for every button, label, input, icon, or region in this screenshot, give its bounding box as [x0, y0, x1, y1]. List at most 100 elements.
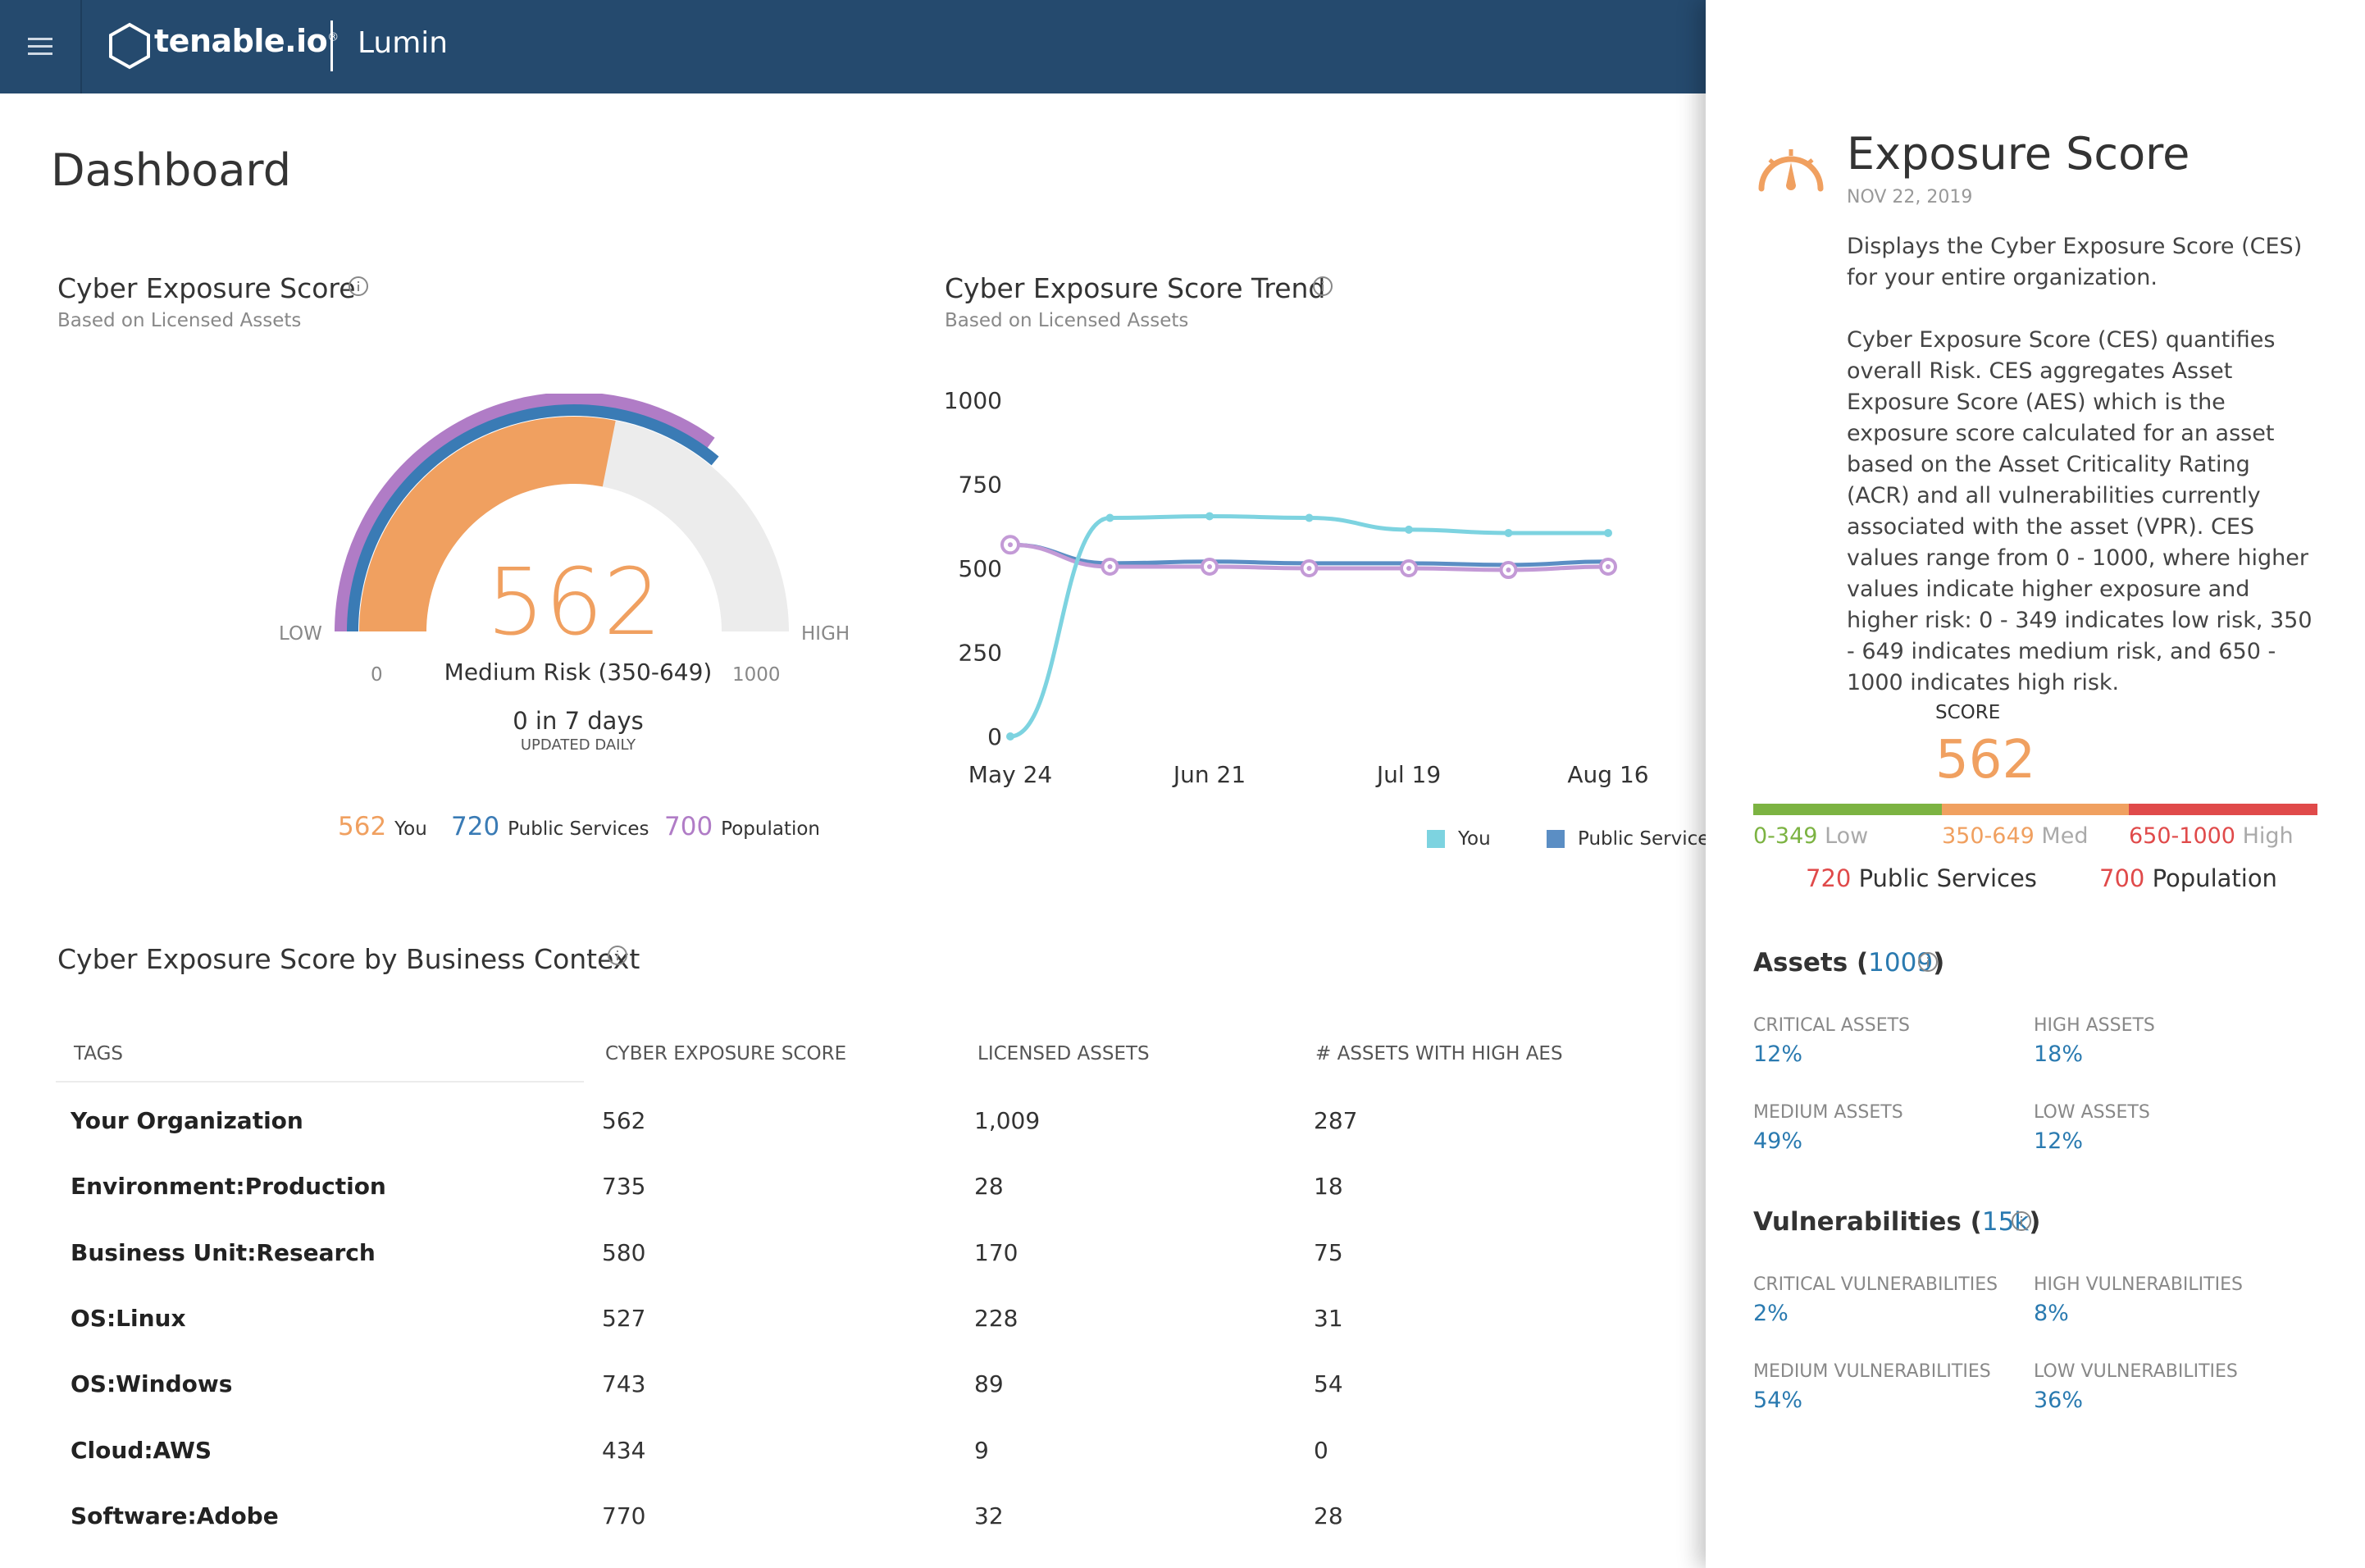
high-vulns-label: HIGH VULNERABILITIES	[2034, 1274, 2243, 1295]
table-cell-high-aes: 28	[1314, 1502, 1343, 1529]
table-cell-high-aes: 31	[1314, 1304, 1343, 1332]
tenable-logo-icon	[109, 22, 150, 70]
product-name[interactable]: Lumin	[358, 26, 449, 60]
trend-legend-you-label: You	[1458, 828, 1491, 850]
point-center	[1008, 542, 1013, 548]
table-cell-assets: 228	[974, 1304, 1018, 1332]
table-cell-tag[interactable]: Business Unit:Research	[71, 1238, 376, 1266]
panel-description-summary: Displays the Cyber Exposure Score (CES) …	[1847, 234, 2303, 290]
trend-card-title: Cyber Exposure Score Trend	[945, 272, 1326, 304]
x-tick-label: Jun 21	[1172, 761, 1246, 788]
panel-population-label: Population	[2152, 864, 2277, 892]
table-cell-assets: 89	[974, 1370, 1004, 1398]
ces-legend-public: 720 Public Services	[451, 812, 649, 841]
table-cell-tag[interactable]: Cloud:AWS	[71, 1436, 212, 1464]
table-cell-high-aes: 0	[1314, 1436, 1328, 1464]
panel-public-value: 720	[1806, 864, 1852, 892]
vulns-title-text: Vulnerabilities (	[1753, 1207, 1982, 1237]
gauge-low-label: LOW	[279, 623, 322, 645]
legend-you-value: 562	[338, 812, 387, 841]
high-assets-value[interactable]: 18%	[2034, 1042, 2084, 1067]
data-point-you	[1205, 512, 1214, 521]
data-point-you	[1305, 513, 1314, 522]
table-cell-tag[interactable]: OS:Linux	[71, 1304, 186, 1332]
medium-vulns-value[interactable]: 54%	[1753, 1388, 1803, 1413]
legend-population-label: Population	[721, 818, 821, 840]
low-assets-value[interactable]: 12%	[2034, 1128, 2084, 1154]
x-tick-label: Jul 19	[1375, 761, 1441, 788]
point-center	[1506, 567, 1511, 573]
table-cell-high-aes: 75	[1314, 1238, 1343, 1266]
table-cell-tag[interactable]: Your Organization	[71, 1107, 303, 1134]
range-med: 350-649 Med	[1942, 823, 2088, 849]
point-center	[1107, 563, 1113, 569]
assets-count[interactable]: 1009	[1868, 948, 1934, 978]
column-header-score[interactable]: CYBER EXPOSURE SCORE	[605, 1043, 847, 1064]
data-point-you	[1604, 528, 1612, 537]
table-cell-tag[interactable]: Environment:Production	[71, 1173, 386, 1201]
panel-score-value: 562	[1935, 730, 2036, 791]
trend-legend-public[interactable]: Public Service	[1547, 828, 1709, 850]
table-cell-score: 735	[602, 1173, 646, 1201]
ces-legend-you: 562 You	[338, 812, 427, 841]
trend-card-subtitle: Based on Licensed Assets	[945, 310, 1189, 331]
panel-score-label: SCORE	[1935, 702, 2001, 723]
ces-card-subtitle: Based on Licensed Assets	[57, 310, 302, 331]
low-vulns-value[interactable]: 36%	[2034, 1388, 2084, 1413]
critical-vulns-value[interactable]: 2%	[1753, 1301, 1789, 1326]
page-title: Dashboard	[51, 144, 291, 196]
table-cell-assets: 1,009	[974, 1107, 1041, 1134]
data-point-you	[1504, 528, 1513, 537]
panel-population: 700 Population	[2099, 864, 2277, 892]
panel-title: Exposure Score	[1847, 128, 2190, 180]
medium-vulns-label: MEDIUM VULNERABILITIES	[1753, 1361, 1991, 1382]
table-cell-score: 434	[602, 1436, 646, 1464]
range-bar-low	[1753, 804, 1942, 815]
high-vulns-value[interactable]: 8%	[2034, 1301, 2069, 1326]
ces-info-icon[interactable]	[348, 276, 369, 297]
table-cell-high-aes: 287	[1314, 1107, 1358, 1134]
table-cell-score: 562	[602, 1107, 646, 1134]
ces-updated-text: UPDATED DAILY	[520, 736, 636, 754]
point-center	[1306, 566, 1312, 571]
low-assets-label: LOW ASSETS	[2034, 1102, 2150, 1123]
vulnerabilities-info-icon[interactable]	[2011, 1210, 2032, 1232]
table-cell-score: 743	[602, 1370, 646, 1398]
table-header-divider	[56, 1081, 584, 1083]
column-header-tags[interactable]: TAGS	[74, 1043, 124, 1064]
range-low-value: 0-349	[1753, 823, 1818, 849]
trend-info-icon[interactable]	[1312, 276, 1333, 297]
hamburger-menu-button[interactable]	[0, 0, 82, 93]
table-cell-assets: 170	[974, 1238, 1018, 1266]
point-center	[1406, 566, 1411, 571]
legend-swatch-you	[1427, 830, 1445, 848]
assets-info-icon[interactable]	[1917, 951, 1939, 973]
range-high-label: High	[2242, 823, 2294, 849]
panel-date: NOV 22, 2019	[1847, 187, 1973, 207]
brand-name[interactable]: tenable.io®	[154, 23, 339, 59]
table-cell-assets: 9	[974, 1436, 989, 1464]
table-cell-tag[interactable]: OS:Windows	[71, 1370, 233, 1398]
medium-assets-value[interactable]: 49%	[1753, 1128, 1803, 1154]
critical-assets-value[interactable]: 12%	[1753, 1042, 1803, 1067]
ces-risk-label: Medium Risk (350-649)	[444, 659, 713, 686]
series-line-you	[1009, 513, 1608, 739]
column-header-high-aes[interactable]: # ASSETS WITH HIGH AES	[1315, 1043, 1563, 1064]
column-header-licensed-assets[interactable]: LICENSED ASSETS	[977, 1043, 1150, 1064]
panel-population-value: 700	[2099, 864, 2145, 892]
trend-legend-you[interactable]: You	[1427, 828, 1491, 850]
table-cell-assets: 28	[974, 1173, 1004, 1201]
exposure-score-panel: Exposure Score NOV 22, 2019 Displays the…	[1706, 0, 2365, 1568]
gauge-min-tick: 0	[371, 664, 383, 686]
legend-population-value: 700	[664, 812, 713, 841]
x-tick-label: Aug 16	[1567, 761, 1648, 788]
context-info-icon[interactable]	[607, 945, 628, 966]
critical-assets-label: CRITICAL ASSETS	[1753, 1015, 1911, 1036]
range-med-value: 350-649	[1942, 823, 2035, 849]
assets-title-text: Assets (	[1753, 948, 1869, 978]
legend-you-label: You	[394, 818, 427, 840]
table-cell-tag[interactable]: Software:Adobe	[71, 1502, 279, 1529]
data-point-you	[1006, 732, 1014, 741]
brand-divider	[330, 21, 333, 71]
y-tick-label: 250	[959, 640, 1002, 667]
